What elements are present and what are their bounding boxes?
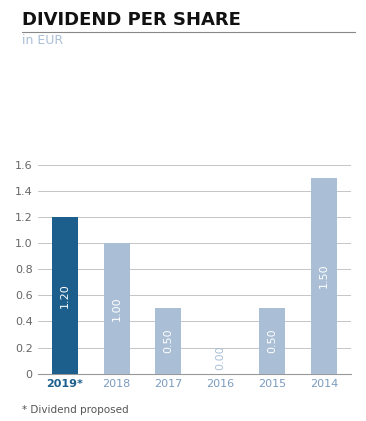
Text: 1.50: 1.50 (319, 264, 329, 288)
Text: DIVIDEND PER SHARE: DIVIDEND PER SHARE (22, 11, 241, 29)
Bar (104, 243, 130, 373)
Text: 0.50: 0.50 (163, 329, 173, 353)
Text: 0.00: 0.00 (215, 345, 225, 370)
Text: 1.00: 1.00 (112, 296, 122, 321)
Bar (311, 178, 337, 373)
Text: in EUR: in EUR (22, 34, 63, 47)
Bar (52, 217, 78, 373)
Bar (156, 309, 182, 373)
Text: 0.50: 0.50 (267, 329, 277, 353)
Bar (259, 309, 285, 373)
Text: * Dividend proposed: * Dividend proposed (22, 405, 128, 415)
Text: 1.20: 1.20 (60, 283, 70, 308)
